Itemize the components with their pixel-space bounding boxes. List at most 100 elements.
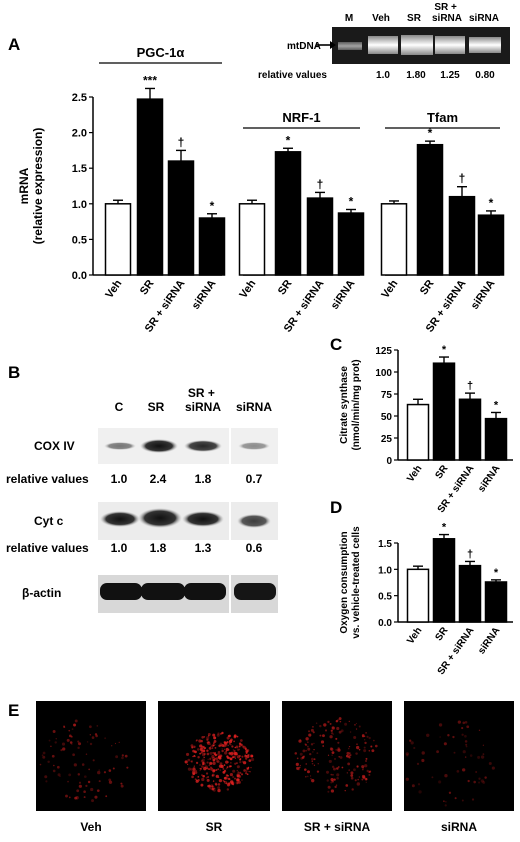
mito-speckle [192, 768, 196, 772]
mito-speckle [464, 756, 467, 758]
mito-speckle [366, 769, 369, 773]
mito-speckle [70, 735, 73, 738]
mito-speckle [416, 762, 420, 766]
mito-speckle [436, 750, 439, 754]
mito-speckle [41, 754, 44, 757]
mito-speckle [73, 763, 77, 767]
mito-speckle [465, 743, 468, 746]
mito-speckle [238, 744, 241, 747]
mito-speckle [368, 749, 371, 752]
mito-speckle [323, 723, 327, 727]
mito-speckle [329, 722, 332, 725]
mito-speckle [215, 757, 219, 760]
mito-speckle [185, 752, 190, 756]
mito-speckle [208, 764, 211, 767]
mito-speckle [365, 778, 368, 781]
mito-speckle [204, 747, 207, 749]
group-title: Tfam [427, 110, 458, 125]
mito-speckle [240, 773, 244, 776]
mito-speckle [50, 745, 52, 748]
mito-speckle [42, 751, 46, 755]
mito-speckle [426, 733, 430, 737]
mito-speckle [73, 723, 77, 727]
mito-speckle [304, 768, 307, 771]
mito-speckle [213, 736, 217, 740]
band-cytc-sr [138, 508, 182, 528]
y-tick-label: 125 [375, 346, 392, 357]
mito-speckle [368, 770, 372, 773]
mito-speckle [250, 754, 254, 758]
mito-speckle [52, 769, 56, 773]
mito-speckle [111, 745, 113, 747]
mito-speckle [216, 760, 220, 764]
bar-veh [406, 403, 430, 461]
mito-speckle [250, 766, 252, 769]
mito-speckle [334, 758, 336, 760]
mito-speckle [319, 724, 322, 728]
mito-speckle [221, 749, 224, 753]
mito-speckle [236, 735, 239, 738]
mito-speckle [209, 751, 213, 755]
gel-lane-sr-sirna-line2: siRNA [432, 13, 462, 24]
mito-speckle [233, 734, 237, 738]
mito-speckle [194, 778, 197, 781]
mito-speckle [201, 775, 205, 778]
mito-speckle [478, 777, 481, 780]
mito-speckle [118, 741, 120, 743]
mito-speckle [225, 782, 228, 785]
panel-letter-b: B [8, 363, 20, 382]
mito-speckle [217, 783, 221, 786]
x-tick-label: Veh [405, 625, 424, 646]
mito-speckle [488, 761, 492, 766]
mito-speckle [329, 747, 333, 751]
mito-speckle [332, 774, 334, 776]
mito-speckle [305, 775, 307, 778]
mito-speckle [477, 755, 481, 759]
mito-speckle [335, 720, 339, 723]
mito-speckle [221, 731, 224, 735]
mito-speckle [54, 741, 57, 744]
mito-speckle [311, 778, 315, 783]
mito-speckle [203, 756, 205, 759]
mito-speckle [312, 731, 315, 734]
gel-band-sr [401, 35, 433, 55]
mito-speckle [77, 773, 81, 776]
band-actin-sr [141, 583, 185, 600]
mito-speckle [216, 733, 220, 737]
mito-speckle [202, 775, 206, 778]
mito-speckle [198, 739, 202, 743]
mito-speckle [191, 746, 194, 749]
mito-speckle [230, 738, 233, 742]
mito-speckle [346, 751, 350, 755]
mito-speckle [228, 734, 231, 738]
micrograph-sirna [404, 701, 514, 811]
mito-speckle [302, 749, 306, 753]
mito-speckle [86, 741, 89, 743]
mito-speckle [356, 765, 359, 768]
mito-speckle [226, 774, 229, 777]
mito-speckle [317, 762, 319, 765]
mito-speckle [320, 740, 325, 744]
mito-speckle [299, 766, 301, 769]
mito-speckle [210, 767, 214, 771]
wb-relative-label-cytc: relative values [6, 541, 89, 555]
band-cox4-sr-sirna [184, 440, 222, 452]
band-cox4-sirna [238, 442, 270, 450]
mito-speckle [337, 741, 340, 744]
mito-speckle [215, 783, 218, 786]
significance-mark: * [494, 567, 499, 579]
mito-speckle [199, 767, 202, 770]
gel-band-arrow-head [330, 41, 336, 49]
mito-speckle [406, 754, 409, 757]
mito-speckle [466, 725, 470, 729]
mito-speckle [223, 780, 226, 783]
mito-speckle [307, 747, 311, 751]
mito-speckle [223, 776, 227, 780]
mito-speckle [482, 744, 485, 746]
wb-label-cytc: Cyt c [34, 514, 64, 528]
micrograph-veh [36, 701, 146, 811]
mito-speckle [200, 783, 204, 787]
mito-speckle [108, 778, 112, 782]
bar-sirna [198, 217, 226, 276]
mito-speckle [68, 729, 71, 732]
